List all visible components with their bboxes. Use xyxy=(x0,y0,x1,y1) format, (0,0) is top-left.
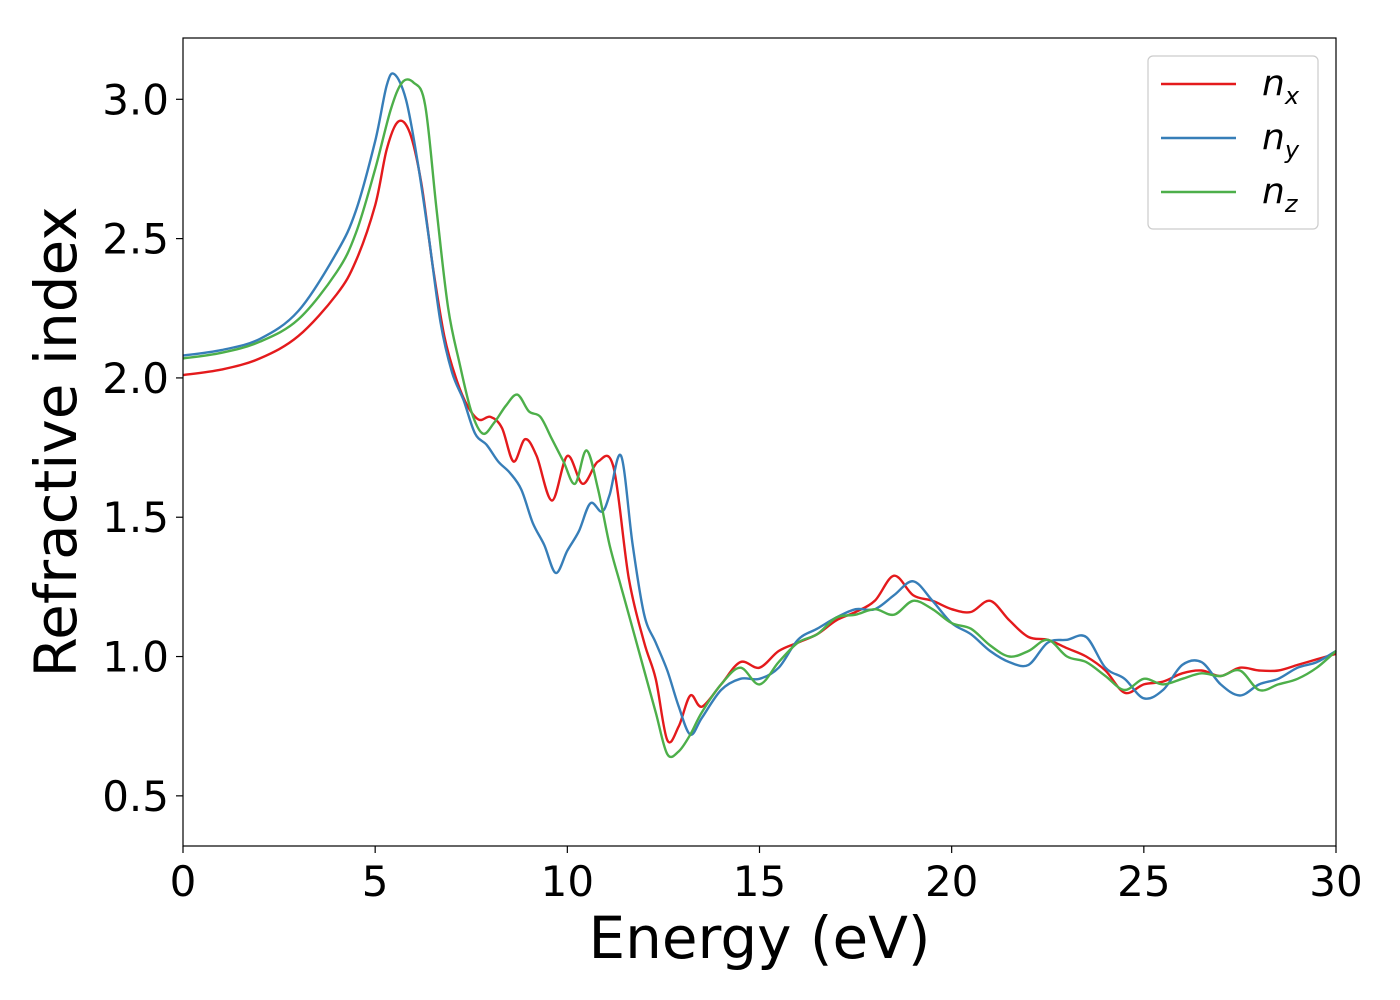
y-tick-label: 1.5 xyxy=(102,493,169,542)
y-tick-label: 1.0 xyxy=(102,633,169,682)
legend-label-nz: nz xyxy=(1262,171,1299,218)
legend-label-nx: nx xyxy=(1262,63,1300,110)
x-axis: 0 5 10 15 20 25 30 xyxy=(170,846,1363,906)
legend-box xyxy=(1147,55,1319,230)
y-axis: 0.5 1.0 1.5 2.0 2.5 3.0 xyxy=(102,75,183,821)
x-tick-label: 30 xyxy=(1309,857,1362,906)
x-tick-label: 15 xyxy=(733,857,786,906)
y-tick-label: 2.5 xyxy=(102,215,169,264)
y-axis-title: Refractive index xyxy=(22,206,90,677)
x-axis-title: Energy (eV) xyxy=(588,904,930,972)
x-tick-label: 25 xyxy=(1117,857,1170,906)
series-line-nz xyxy=(182,78,1337,759)
legend-label-ny: ny xyxy=(1262,117,1300,164)
x-tick-label: 0 xyxy=(170,857,197,906)
series-line-ny xyxy=(182,72,1337,736)
x-tick-label: 10 xyxy=(541,857,594,906)
series-layer xyxy=(182,72,1337,759)
x-tick-label: 20 xyxy=(925,857,978,906)
legend: nx ny nz xyxy=(1147,55,1319,230)
y-tick-label: 2.0 xyxy=(102,354,169,403)
x-tick-label: 5 xyxy=(362,857,389,906)
y-tick-label: 3.0 xyxy=(102,75,169,124)
y-tick-label: 0.5 xyxy=(102,772,169,821)
